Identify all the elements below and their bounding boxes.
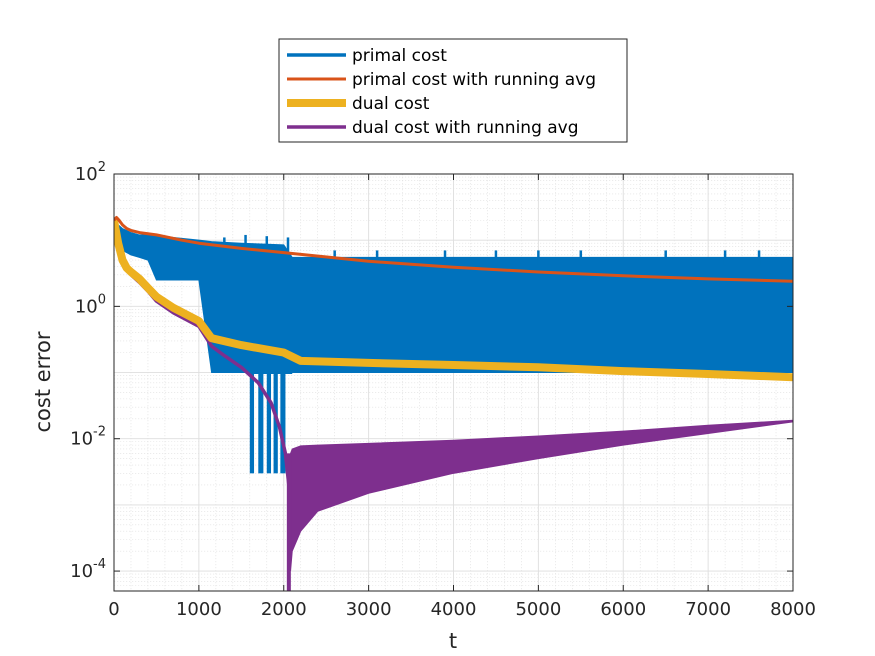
y-tick-label: 102 [75, 160, 106, 185]
legend-label: primal cost [352, 46, 447, 66]
y-tick-label: 10-2 [70, 425, 106, 450]
y-axis-label: cost error [31, 331, 55, 432]
y-tick-labels: 102 100 10-2 10-4 [70, 160, 106, 582]
primal-cost-dip [273, 372, 278, 474]
y-tick-label: 10-4 [70, 557, 106, 582]
series-dual-cost [114, 219, 793, 382]
x-tick-label: 8000 [770, 599, 816, 620]
x-tick-label: 3000 [346, 599, 392, 620]
x-tick-label: 6000 [600, 599, 646, 620]
primal-cost-dip [258, 372, 264, 474]
legend: primal cost primal cost with running avg d… [278, 38, 628, 143]
tick-marks [113, 173, 794, 591]
x-tick-label: 0 [108, 599, 119, 620]
x-tick-label: 2000 [261, 599, 307, 620]
legend-label: dual cost [352, 94, 430, 114]
dual-cost-line [114, 219, 793, 382]
dual-cost-running-avg-band [290, 419, 793, 572]
legend-label: dual cost with running avg [352, 118, 579, 138]
series-primal-cost-with-running-avg [114, 216, 793, 283]
primal-cost-dip [249, 372, 255, 474]
primal-cost-running-avg-line [114, 216, 793, 283]
y-tick-label: 100 [75, 292, 106, 317]
x-tick-label: 1000 [176, 599, 222, 620]
x-tick-labels: 0 1000 2000 3000 4000 5000 6000 7000 8000 [108, 599, 816, 620]
primal-cost-dip [266, 372, 272, 474]
x-tick-label: 4000 [431, 599, 477, 620]
x-axis-label: t [449, 629, 457, 653]
series-layer [114, 216, 793, 591]
legend-label: primal cost with running avg [352, 70, 596, 90]
x-tick-label: 7000 [685, 599, 731, 620]
primal-cost-dip [280, 372, 286, 474]
x-tick-label: 5000 [515, 599, 561, 620]
